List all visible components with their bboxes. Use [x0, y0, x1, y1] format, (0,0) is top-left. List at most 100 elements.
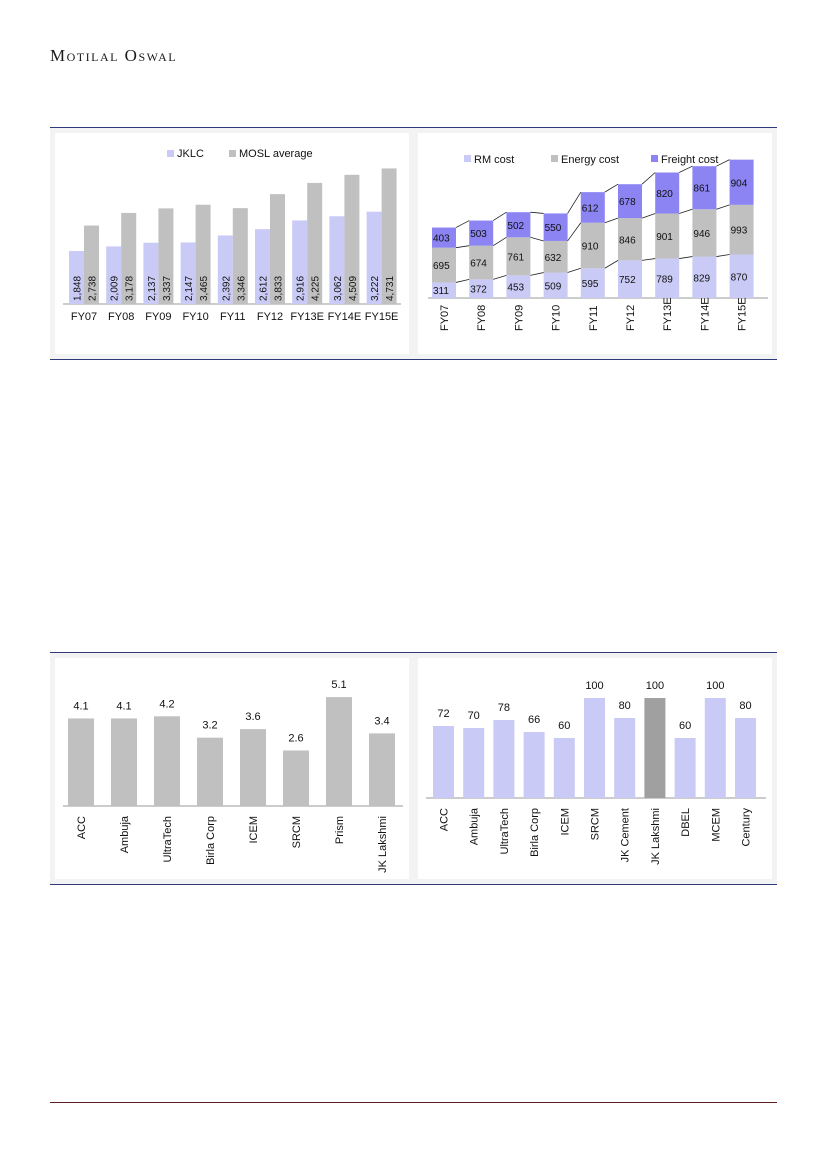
- bar-acc: [433, 726, 454, 798]
- data-label-century: 80: [739, 700, 751, 712]
- data-label-mosl-average-fy07: 2,738: [88, 276, 99, 301]
- bar-rm-cost-fy09: [506, 275, 531, 298]
- bar-mosl-average-fy11: [232, 208, 248, 304]
- bar-mosl-average-fy08: [121, 212, 137, 304]
- bar-jk-cement: [614, 718, 636, 798]
- bar-dbel: [674, 738, 696, 798]
- bar-jklc-fy07: [69, 251, 84, 304]
- data-label-freight-cost-fy11: 612: [582, 203, 599, 214]
- legend-label-freight-cost: Freight cost: [661, 154, 718, 166]
- bar-ultratech: [493, 720, 515, 798]
- bar-jklc-fy09: [143, 242, 159, 304]
- connector-line: [567, 222, 582, 242]
- tick-label-fy11: FY11: [220, 311, 245, 323]
- data-label-rm-cost-fy12: 752: [619, 275, 636, 286]
- chart-jklc-vs-mosl-svg: JKLC MOSL average 1,848 2,738 FY07 2,009 3,178…: [63, 148, 401, 323]
- bar-freight-cost-fy11: [580, 192, 605, 223]
- bar-energy-cost-fy08: [469, 245, 494, 280]
- tick-label-jk-lakshmi: JK Lakshmi: [377, 816, 389, 873]
- data-label-freight-cost-fy12: 678: [619, 197, 636, 208]
- connector-line: [492, 236, 507, 247]
- bar-rm-cost-fy13e: [655, 258, 680, 298]
- bar-energy-cost-fy09: [506, 237, 531, 276]
- bar-energy-cost-fy10: [543, 240, 568, 273]
- bar-ambuja: [111, 718, 137, 806]
- tick-label-fy14e: FY14E: [328, 311, 362, 323]
- data-label-mosl-average-fy13e: 4,225: [311, 276, 322, 301]
- bar-century: [735, 718, 756, 798]
- bar-srcm: [283, 750, 309, 806]
- tick-label-fy07: FY07: [439, 305, 451, 331]
- legend-swatch-rm-cost: [464, 155, 471, 162]
- tick-label-century: Century: [741, 808, 753, 847]
- bar-prism: [326, 697, 352, 806]
- bar-birla-corp: [197, 737, 223, 806]
- connector-line: [604, 217, 619, 224]
- bar-jklc-fy13e: [292, 220, 308, 304]
- tick-label-fy08: FY08: [476, 305, 488, 331]
- data-label-freight-cost-fy10: 550: [545, 223, 562, 234]
- connector-line: [679, 208, 693, 214]
- data-label-rm-cost-fy11: 595: [582, 279, 599, 290]
- data-label-energy-cost-fy15e: 993: [731, 226, 748, 237]
- tick-label-fy11: FY11: [588, 306, 600, 331]
- tick-label-birla-corp: Birla Corp: [205, 816, 217, 865]
- tick-label-jk-cement: JK Cement: [620, 808, 632, 862]
- data-label-mcem: 100: [706, 680, 724, 692]
- bar-birla-corp: [523, 732, 545, 798]
- connector-line: [716, 159, 730, 167]
- data-label-jklc-fy08: 2,009: [110, 276, 121, 301]
- bar-mosl-average-fy10: [195, 204, 211, 304]
- legend-swatch-jklc: [167, 150, 174, 157]
- data-label-rm-cost-fy08: 372: [470, 285, 487, 296]
- bar-mosl-average-fy14e: [344, 174, 360, 304]
- data-label-rm-cost-fy07: 311: [433, 286, 449, 297]
- data-label-icem: 60: [558, 720, 570, 732]
- connector-line: [641, 258, 656, 261]
- bar-jklc-fy08: [106, 246, 122, 304]
- bar-rm-cost-fy07: [432, 282, 456, 298]
- connector-line: [493, 274, 507, 280]
- bar-mosl-average-fy07: [84, 225, 99, 304]
- tick-label-srcm: SRCM: [590, 808, 602, 840]
- tick-label-fy09: FY09: [145, 311, 171, 323]
- section-rule-top-2: [50, 652, 777, 653]
- chart-cost-breakup: RM cost Energy cost Freight cost 311 695 403 F…: [418, 133, 772, 354]
- data-label-jklc-fy11: 2,392: [221, 276, 232, 301]
- connector-line: [455, 279, 470, 283]
- tick-label-icem: ICEM: [559, 808, 571, 836]
- connector-line: [679, 256, 693, 259]
- bar-icem: [240, 729, 266, 806]
- connector-line: [641, 172, 656, 185]
- chart-peer-percent-svg: 72 ACC 70 Ambuja 78 UltraTech 66 Birla Corp 60 IC…: [426, 680, 766, 865]
- section-rule-top-1: [50, 127, 777, 128]
- connector-line: [716, 254, 730, 257]
- tick-label-mcem: MCEM: [710, 808, 722, 842]
- tick-label-fy09: FY09: [513, 305, 525, 331]
- data-label-jk-lakshmi: 3.4: [374, 715, 389, 727]
- tick-label-fy13e: FY13E: [290, 311, 324, 323]
- tick-label-acc: ACC: [439, 808, 451, 831]
- data-label-rm-cost-fy13e: 789: [656, 274, 673, 285]
- chart-peer-values-svg: 4.1 ACC 4.1 Ambuja 4.2 UltraTech 3.2 Birla Corp…: [63, 679, 403, 873]
- legend-label-mosl-average: MOSL average: [239, 148, 313, 160]
- data-label-acc: 4.1: [73, 700, 88, 712]
- bar-freight-cost-fy08: [469, 220, 494, 246]
- data-label-rm-cost-fy10: 509: [545, 281, 562, 292]
- data-label-jklc-fy12: 2,612: [259, 276, 270, 301]
- data-label-ultratech: 78: [498, 702, 510, 714]
- bar-mosl-average-fy13e: [307, 182, 323, 304]
- bar-energy-cost-fy13e: [655, 213, 680, 259]
- connector-line: [679, 165, 693, 173]
- data-label-acc: 72: [437, 708, 449, 720]
- data-label-rm-cost-fy15e: 870: [731, 272, 748, 283]
- data-label-jk-cement: 80: [619, 700, 631, 712]
- data-label-freight-cost-fy15e: 904: [731, 178, 748, 189]
- bar-mosl-average-fy12: [270, 194, 285, 304]
- legend-label-jklc: JKLC: [177, 148, 204, 160]
- data-label-ambuja: 4.1: [116, 700, 131, 712]
- bar-srcm: [584, 698, 605, 798]
- data-label-mosl-average-fy10: 3,465: [199, 276, 210, 301]
- chart-cost-breakup-svg: RM cost Energy cost Freight cost 311 695 403 F…: [428, 154, 768, 331]
- tick-label-fy14e: FY14E: [699, 297, 711, 331]
